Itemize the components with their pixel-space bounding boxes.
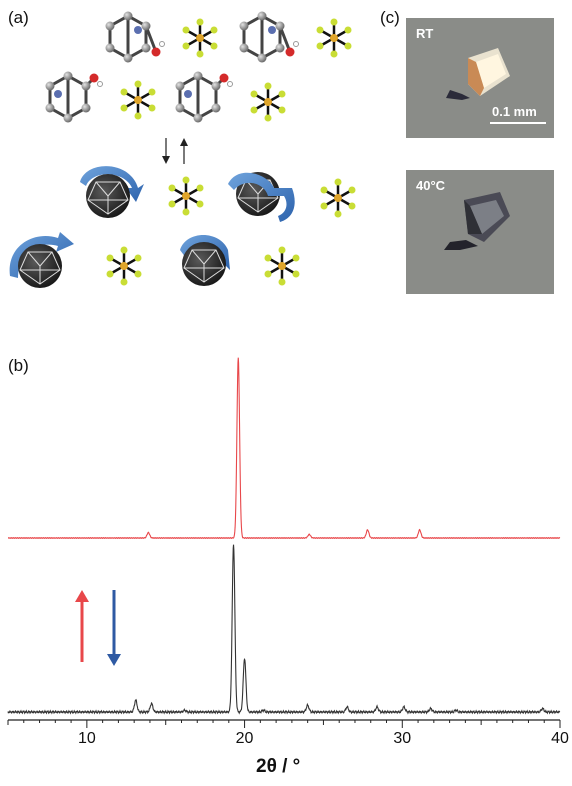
micrograph-rt: RT 0.1 mm [406, 18, 554, 138]
micrograph-rt-label: RT [416, 26, 434, 41]
quinuclidinol-molecule [45, 71, 103, 123]
x-axis-label: 2θ / ° [256, 756, 301, 777]
crystal-structure-illustration [9, 11, 356, 288]
x-tick-label: 20 [235, 730, 254, 747]
crystal-image-rt [446, 48, 546, 124]
rotating-cation-cage [228, 172, 295, 222]
pf6-anion [120, 80, 156, 120]
rotating-cation-cage [9, 232, 75, 288]
x-tick-label: 30 [393, 730, 412, 747]
scale-bar-label: 0.1 mm [492, 104, 537, 119]
panel-label-c: (c) [380, 8, 400, 27]
pf6-anion [106, 246, 142, 286]
micrograph-40c-label: 40°C [416, 178, 446, 193]
panel-label-a: (a) [8, 8, 29, 27]
pf6-anion [182, 18, 218, 58]
pf6-anion [250, 82, 286, 122]
pf6-anion [168, 176, 204, 216]
micrograph-40c: 40°C [406, 170, 554, 294]
rotating-cation-cage [80, 166, 144, 218]
quinuclidinol-molecule [105, 11, 165, 63]
phase-transition-arrows [162, 138, 188, 164]
panel-label-b: (b) [8, 356, 29, 375]
pf6-anion [264, 246, 300, 286]
crystal-image-40c [444, 192, 510, 250]
rotating-cation-cage [180, 235, 230, 286]
xrd-pattern-upper [7, 357, 561, 539]
x-tick-label: 40 [551, 730, 569, 747]
quinuclidinol-molecule [239, 11, 299, 63]
xrd-pattern-lower [7, 544, 561, 715]
x-tick-label: 10 [77, 730, 96, 747]
pf6-anion [320, 178, 356, 218]
pf6-anion [316, 18, 352, 58]
cooling-arrow [107, 590, 121, 666]
heating-arrow [75, 590, 89, 662]
quinuclidinol-molecule [175, 71, 233, 123]
